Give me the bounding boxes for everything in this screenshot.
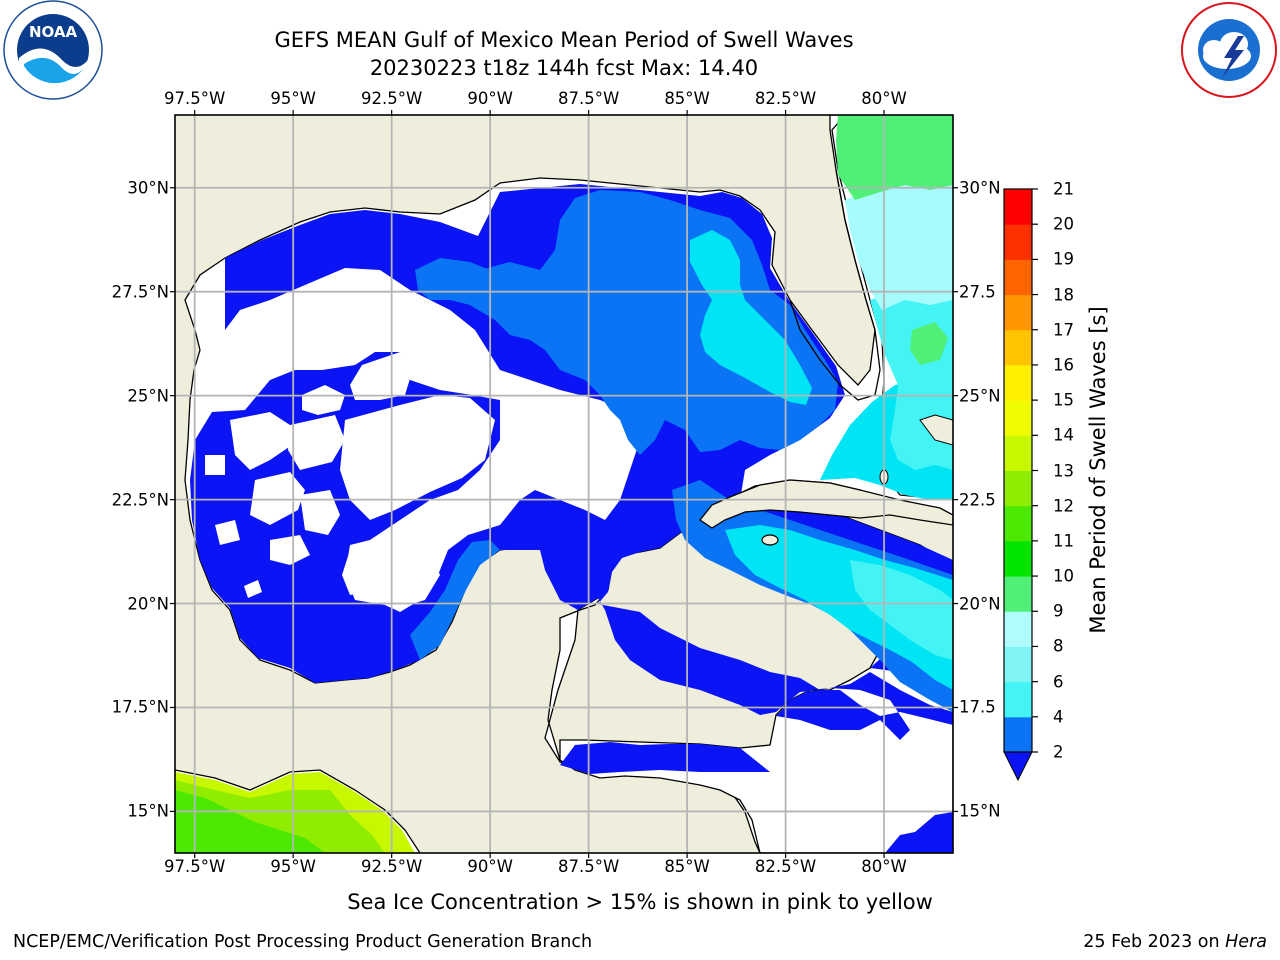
lon-label-top: 87.5°W xyxy=(557,89,620,108)
lon-label-bottom: 92.5°W xyxy=(361,857,423,876)
colorbar-tick-label: 18 xyxy=(1053,285,1074,305)
lat-label-left: 27.5°N xyxy=(111,282,169,302)
colorbar-segment xyxy=(1004,611,1032,647)
lon-label-top: 97.5°W xyxy=(164,89,226,108)
lon-label-bottom: 95°W xyxy=(270,857,316,876)
colorbar-tick-label: 6 xyxy=(1053,672,1064,692)
lon-label-bottom: 90°W xyxy=(467,857,513,876)
swell-11-12-region xyxy=(175,790,325,853)
colorbar-tick-label: 11 xyxy=(1053,531,1074,551)
colorbar-segment xyxy=(1004,189,1032,225)
colorbar-tick-label: 21 xyxy=(1053,179,1074,199)
colorbar-segment xyxy=(1004,576,1032,612)
colorbar-segment xyxy=(1004,364,1032,401)
colorbar-segment xyxy=(1004,540,1032,577)
colorbar-segment xyxy=(1004,505,1032,542)
colorbar-tick-label: 20 xyxy=(1053,214,1074,234)
lon-label-bottom: 80°W xyxy=(861,857,907,876)
colorbar-label: Mean Period of Swell Waves [s] xyxy=(1086,306,1110,634)
bahamas-islands xyxy=(919,414,953,446)
colorbar-tick-label: 4 xyxy=(1053,707,1064,727)
colorbar-segment xyxy=(1004,435,1032,471)
graticule xyxy=(175,115,953,853)
map-title: GEFS MEAN Gulf of Mexico Mean Period of … xyxy=(274,28,854,52)
colorbar-segment xyxy=(1004,224,1032,260)
colorbar-tick-label: 13 xyxy=(1053,461,1074,480)
lon-label-bottom: 97.5°W xyxy=(164,857,226,876)
lon-label-top: 82.5°W xyxy=(754,89,817,108)
swell-8-9-region xyxy=(845,180,953,310)
colorbar-segment xyxy=(1004,294,1032,331)
lat-label-right: 22.5 xyxy=(959,490,996,510)
lon-label-top: 85°W xyxy=(664,89,710,108)
lon-label-bottom: 82.5°W xyxy=(754,857,817,876)
swell-9-10-region-small xyxy=(910,322,948,365)
colorbar-tick-label: 2 xyxy=(1053,742,1064,762)
noaa-logo-icon: NOAA xyxy=(3,0,103,100)
swell-nodata-patches xyxy=(200,330,600,606)
colorbar-segment xyxy=(1004,681,1032,718)
map-canvas xyxy=(175,115,953,853)
colorbar-segment xyxy=(1004,646,1032,683)
colorbar-tick-label: 9 xyxy=(1053,601,1064,621)
lat-label-right: 25°N xyxy=(959,386,1001,406)
swell-4-6-region-caribbean xyxy=(725,525,953,690)
colorbar-tick-label: 19 xyxy=(1053,249,1074,269)
sea-ice-note: Sea Ice Concentration > 15% is shown in … xyxy=(347,890,933,914)
lon-label-top: 80°W xyxy=(861,89,907,108)
lon-label-bottom: 87.5°W xyxy=(557,857,620,876)
lon-label-bottom: 85°W xyxy=(664,857,710,876)
colorbar-tick-label: 17 xyxy=(1053,320,1074,340)
colorbar-segment xyxy=(1004,716,1032,753)
axis-ticks xyxy=(170,110,958,858)
lat-label-right: 17.5 xyxy=(959,697,996,717)
lat-label-left: 30°N xyxy=(127,178,169,198)
florida-coast xyxy=(789,169,881,401)
swell-lt2-region-se xyxy=(885,812,953,853)
colorbar-tick-label: 12 xyxy=(1053,496,1074,516)
lon-label-top: 90°W xyxy=(467,89,513,108)
cuba-landmass xyxy=(699,479,953,529)
lat-label-left: 15°N xyxy=(127,801,169,821)
colorbar-segment xyxy=(1004,259,1032,296)
footer-branch: NCEP/EMC/Verification Post Processing Pr… xyxy=(13,932,593,952)
isla-juventud xyxy=(761,534,779,546)
swell-lt2-region-honduras xyxy=(560,742,770,774)
lat-label-right: 15°N xyxy=(959,801,1001,821)
footer-date-text: 25 Feb 2023 on xyxy=(1083,932,1226,952)
colorbar-segment xyxy=(1004,329,1032,366)
noaa-logo-text: NOAA xyxy=(29,23,78,41)
lat-label-left: 20°N xyxy=(127,594,169,614)
swell-2-4-region-bay xyxy=(410,540,500,660)
lat-label-left: 17.5°N xyxy=(111,697,169,717)
lon-label-top: 95°W xyxy=(270,89,316,108)
map-subtitle: 20230223 t18z 144h fcst Max: 14.40 xyxy=(369,56,759,80)
lon-label-top: 92.5°W xyxy=(361,89,423,108)
swell-6-8-region-caribbean xyxy=(850,560,953,660)
swell-4-6-region xyxy=(690,230,812,405)
colorbar-segment xyxy=(1004,400,1032,436)
footer-date: 25 Feb 2023 on Hera xyxy=(1083,932,1267,952)
lat-label-right: 27.5 xyxy=(959,282,996,302)
footer-host: Hera xyxy=(1225,932,1267,952)
colorbar-tick-label: 8 xyxy=(1053,636,1064,656)
colorbar-extend-arrow xyxy=(1003,751,1033,782)
swell-2-4-region-west xyxy=(415,258,490,300)
swell-9-10-region xyxy=(836,115,953,200)
lat-label-left: 22.5°N xyxy=(111,490,169,510)
map-frame xyxy=(174,114,954,854)
colorbar-segment xyxy=(1004,470,1032,507)
colorbar-tick-label: 14 xyxy=(1053,425,1074,445)
colorbar-tick-label: 16 xyxy=(1053,355,1074,375)
lat-label-right: 20°N xyxy=(959,594,1001,614)
colorbar xyxy=(1003,188,1038,782)
lat-label-left: 25°N xyxy=(127,386,169,406)
national-weather-service-logo-icon xyxy=(1181,2,1277,98)
colorbar-tick-label: 15 xyxy=(1053,390,1074,410)
lat-label-right: 30°N xyxy=(959,178,1001,198)
colorbar-tick-label: 10 xyxy=(1053,566,1074,586)
